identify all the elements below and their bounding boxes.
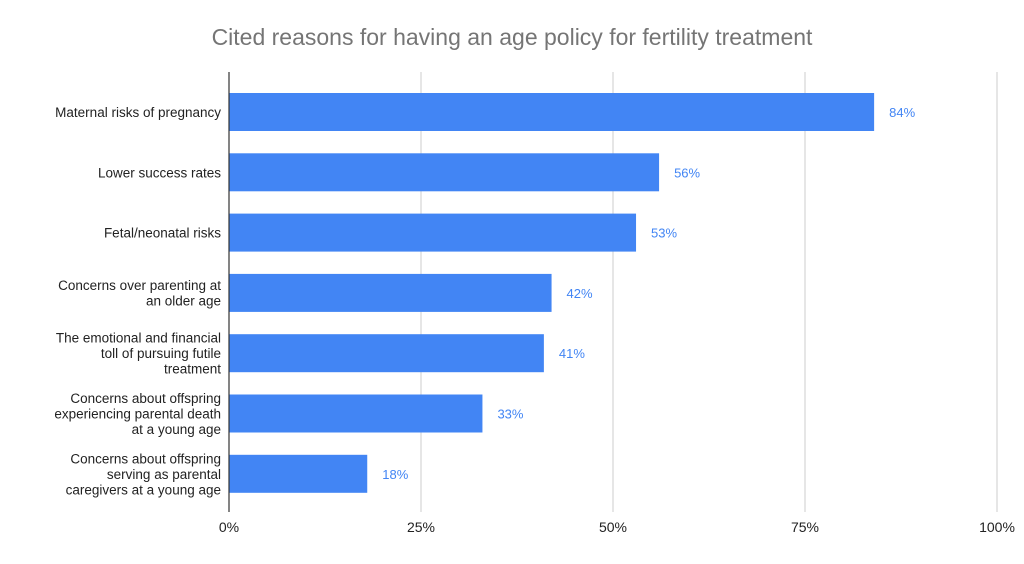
x-tick-label: 50%: [599, 519, 627, 535]
data-label: 42%: [567, 286, 593, 301]
data-label: 41%: [559, 346, 585, 361]
category-label: Maternal risks of pregnancy: [55, 105, 221, 120]
data-label: 53%: [651, 226, 677, 241]
x-tick-label: 75%: [791, 519, 819, 535]
data-label: 18%: [382, 467, 408, 482]
bar: [229, 394, 483, 433]
category-label: Concerns about offspring serving as paren…: [66, 451, 221, 497]
x-tick-label: 100%: [979, 519, 1015, 535]
bar: [229, 153, 660, 192]
category-label: Fetal/neonatal risks: [104, 226, 221, 241]
bar: [229, 454, 368, 493]
data-label: 33%: [497, 407, 523, 422]
category-label: Concerns over parenting at an older age: [58, 278, 221, 309]
bar: [229, 334, 544, 373]
gridlines: [420, 72, 998, 512]
x-tick-label: 25%: [407, 519, 435, 535]
category-label: Lower success rates: [98, 165, 221, 180]
data-label: 84%: [889, 105, 915, 120]
bar: [229, 213, 637, 252]
chart-title: Cited reasons for having an age policy f…: [211, 24, 813, 50]
labels: 0% 25% 50% 75% 100% 84% Maternal risks of preg…: [54, 105, 1015, 535]
bars: [229, 93, 875, 493]
x-tick-label: 0%: [219, 519, 239, 535]
data-label: 56%: [674, 165, 700, 180]
bar: [229, 273, 552, 312]
category-label: Concerns about offspring experiencing par…: [54, 391, 221, 437]
category-label: The emotional and financial toll of pursu…: [56, 331, 221, 377]
bar: [229, 93, 875, 131]
